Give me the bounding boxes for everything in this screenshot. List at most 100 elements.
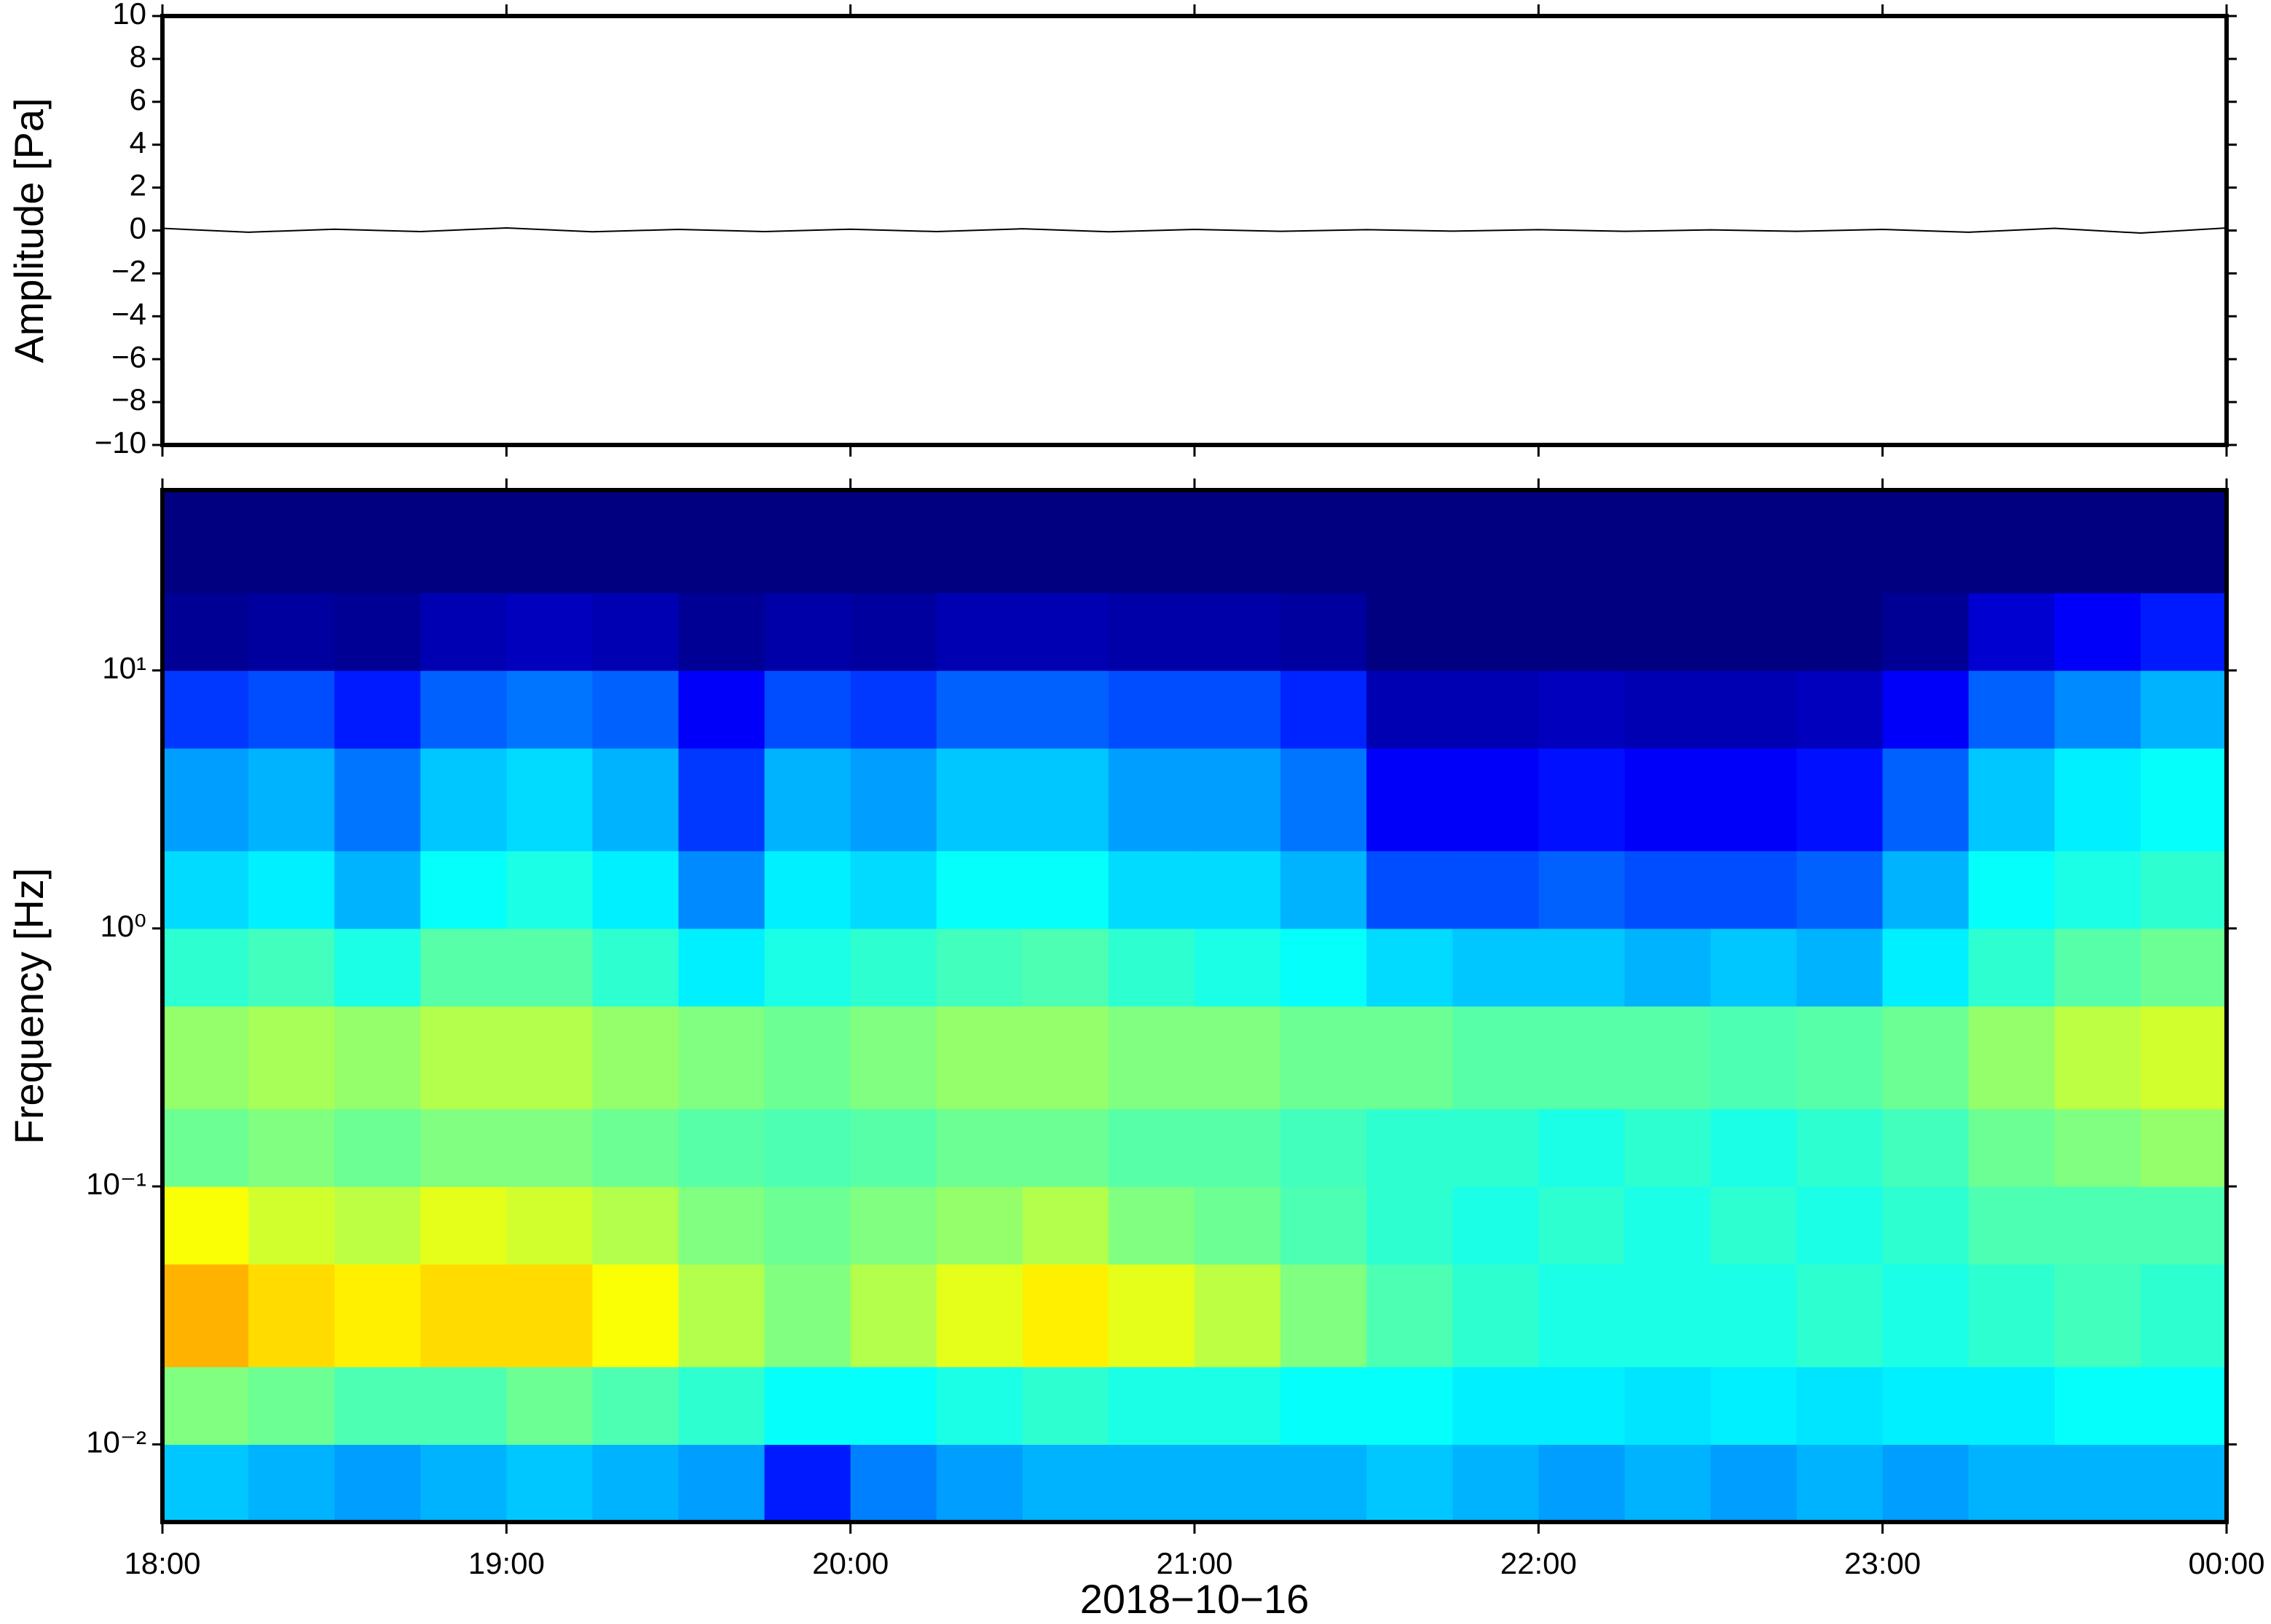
spectrogram-cell — [1710, 851, 1798, 929]
spectrogram-cell — [162, 748, 249, 851]
spectrogram-cell — [1968, 1444, 2055, 1523]
spectrogram-cell — [1280, 490, 1367, 594]
spectrogram-cell — [1968, 1264, 2055, 1368]
spectrogram-cell — [678, 1264, 765, 1368]
spectrogram-cell — [764, 1006, 851, 1110]
spectrogram-cell — [592, 851, 680, 929]
spectrogram-cell — [1882, 490, 1969, 594]
spectrogram-cell — [1366, 748, 1453, 851]
spectrogram-cell — [1710, 1186, 1798, 1265]
spectrogram-cell — [1882, 592, 1969, 671]
spectrogram-cell — [1108, 1366, 1195, 1445]
spectrogram-cell — [1108, 670, 1195, 749]
spectrogram-cell — [1624, 1186, 1712, 1265]
spectrogram-cell — [1796, 1186, 1884, 1265]
spectrogram-cell — [2140, 1366, 2227, 1445]
spectrogram-cell — [1624, 1444, 1712, 1523]
spectrogram-cell — [1366, 1006, 1453, 1110]
spectrogram-cell — [1280, 1444, 1367, 1523]
spectrogram-cell — [1968, 928, 2055, 1007]
y-tick-label: 6 — [130, 82, 146, 117]
x-tick-label: 21:00 — [1156, 1546, 1232, 1580]
spectrogram-cell — [162, 1366, 249, 1445]
spectrogram-cell — [764, 1264, 851, 1368]
spectrogram-cell — [2054, 748, 2141, 851]
spectrogram-cell — [764, 490, 851, 594]
spectrogram-cell — [850, 1366, 937, 1445]
spectrogram-cell — [248, 1006, 335, 1110]
spectrogram-cell — [2140, 670, 2227, 749]
spectrogram-cell — [850, 851, 937, 929]
spectrogram-cell — [850, 928, 937, 1007]
spectrogram-cell — [764, 1366, 851, 1445]
spectrogram-cell — [1108, 1444, 1195, 1523]
x-tick-label: 20:00 — [812, 1546, 889, 1580]
spectrogram-cell — [2054, 1366, 2141, 1445]
spectrogram-cell — [1194, 1186, 1281, 1265]
spectrogram-cell — [334, 748, 421, 851]
spectrogram-cell — [1882, 1444, 1969, 1523]
spectrogram-cell — [592, 1264, 680, 1368]
spectrogram-cell — [1882, 1186, 1969, 1265]
spectrogram-cell — [506, 490, 594, 594]
spectrogram-cell — [2140, 1264, 2227, 1368]
spectrogram-cell — [1022, 748, 1109, 851]
spectrogram-cell — [592, 1186, 680, 1265]
spectrogram-cell — [1710, 748, 1798, 851]
spectrogram-cell — [1624, 1006, 1712, 1110]
spectrogram-cell — [1624, 1366, 1712, 1445]
spectrogram-cell — [850, 1006, 937, 1110]
y-tick-label: 0 — [130, 211, 146, 245]
y-tick-label: 10 — [112, 0, 146, 31]
spectrogram-cell — [592, 670, 680, 749]
spectrogram-cell — [2140, 851, 2227, 929]
spectrogram-cell — [1194, 1264, 1281, 1368]
spectrogram-cell — [2140, 1006, 2227, 1110]
spectrogram-cell — [2054, 1186, 2141, 1265]
spectrogram-cell — [420, 851, 507, 929]
spectrogram-cell — [678, 490, 765, 594]
spectrogram-cell — [1366, 490, 1453, 594]
spectrogram-cell — [1022, 1264, 1109, 1368]
spectrogram-cell — [1022, 1444, 1109, 1523]
spectrogram-cell — [1022, 1108, 1109, 1187]
spectrogram-cell — [1022, 851, 1109, 929]
spectrogram-cell — [2140, 1444, 2227, 1523]
spectrogram-cell — [1710, 490, 1798, 594]
y-tick-label: 2 — [130, 168, 146, 202]
spectrogram-cell — [850, 1186, 937, 1265]
spectrogram-cell — [678, 851, 765, 929]
spectrogram-cell — [1538, 1366, 1626, 1445]
spectrogram-cell — [1796, 928, 1884, 1007]
spectrogram-cell — [248, 1264, 335, 1368]
spectrogram-cell — [1968, 670, 2055, 749]
spectrogram-cell — [1366, 1444, 1453, 1523]
x-tick-label: 00:00 — [2188, 1546, 2264, 1580]
spectrogram-cell — [1452, 928, 1539, 1007]
spectrogram-cell — [1538, 851, 1626, 929]
spectrogram-cell — [1452, 1366, 1539, 1445]
spectrogram-cell — [162, 1264, 249, 1368]
spectrogram-cell — [592, 1006, 680, 1110]
spectrogram-cell — [420, 1366, 507, 1445]
spectrogram-cell — [764, 1186, 851, 1265]
spectrogram-cell — [162, 851, 249, 929]
spectrogram-cell — [2054, 592, 2141, 671]
spectrogram-cell — [1022, 1006, 1109, 1110]
spectrogram-cell — [1538, 748, 1626, 851]
spectrogram-cell — [420, 1006, 507, 1110]
spectrogram-cell — [1624, 592, 1712, 671]
spectrogram-cell — [592, 1366, 680, 1445]
spectrogram-cell — [1710, 1006, 1798, 1110]
y-tick-label: −2 — [111, 253, 146, 288]
spectrogram-cell — [334, 1444, 421, 1523]
spectrogram-cell — [1452, 670, 1539, 749]
spectrogram-cell — [1710, 1108, 1798, 1187]
spectrogram-cell — [334, 1186, 421, 1265]
spectrogram-cell — [506, 1186, 594, 1265]
spectrogram-cell — [1538, 1186, 1626, 1265]
spectrogram-cell — [1194, 670, 1281, 749]
spectrogram-cell — [1624, 748, 1712, 851]
spectrogram-cell — [1108, 1006, 1195, 1110]
